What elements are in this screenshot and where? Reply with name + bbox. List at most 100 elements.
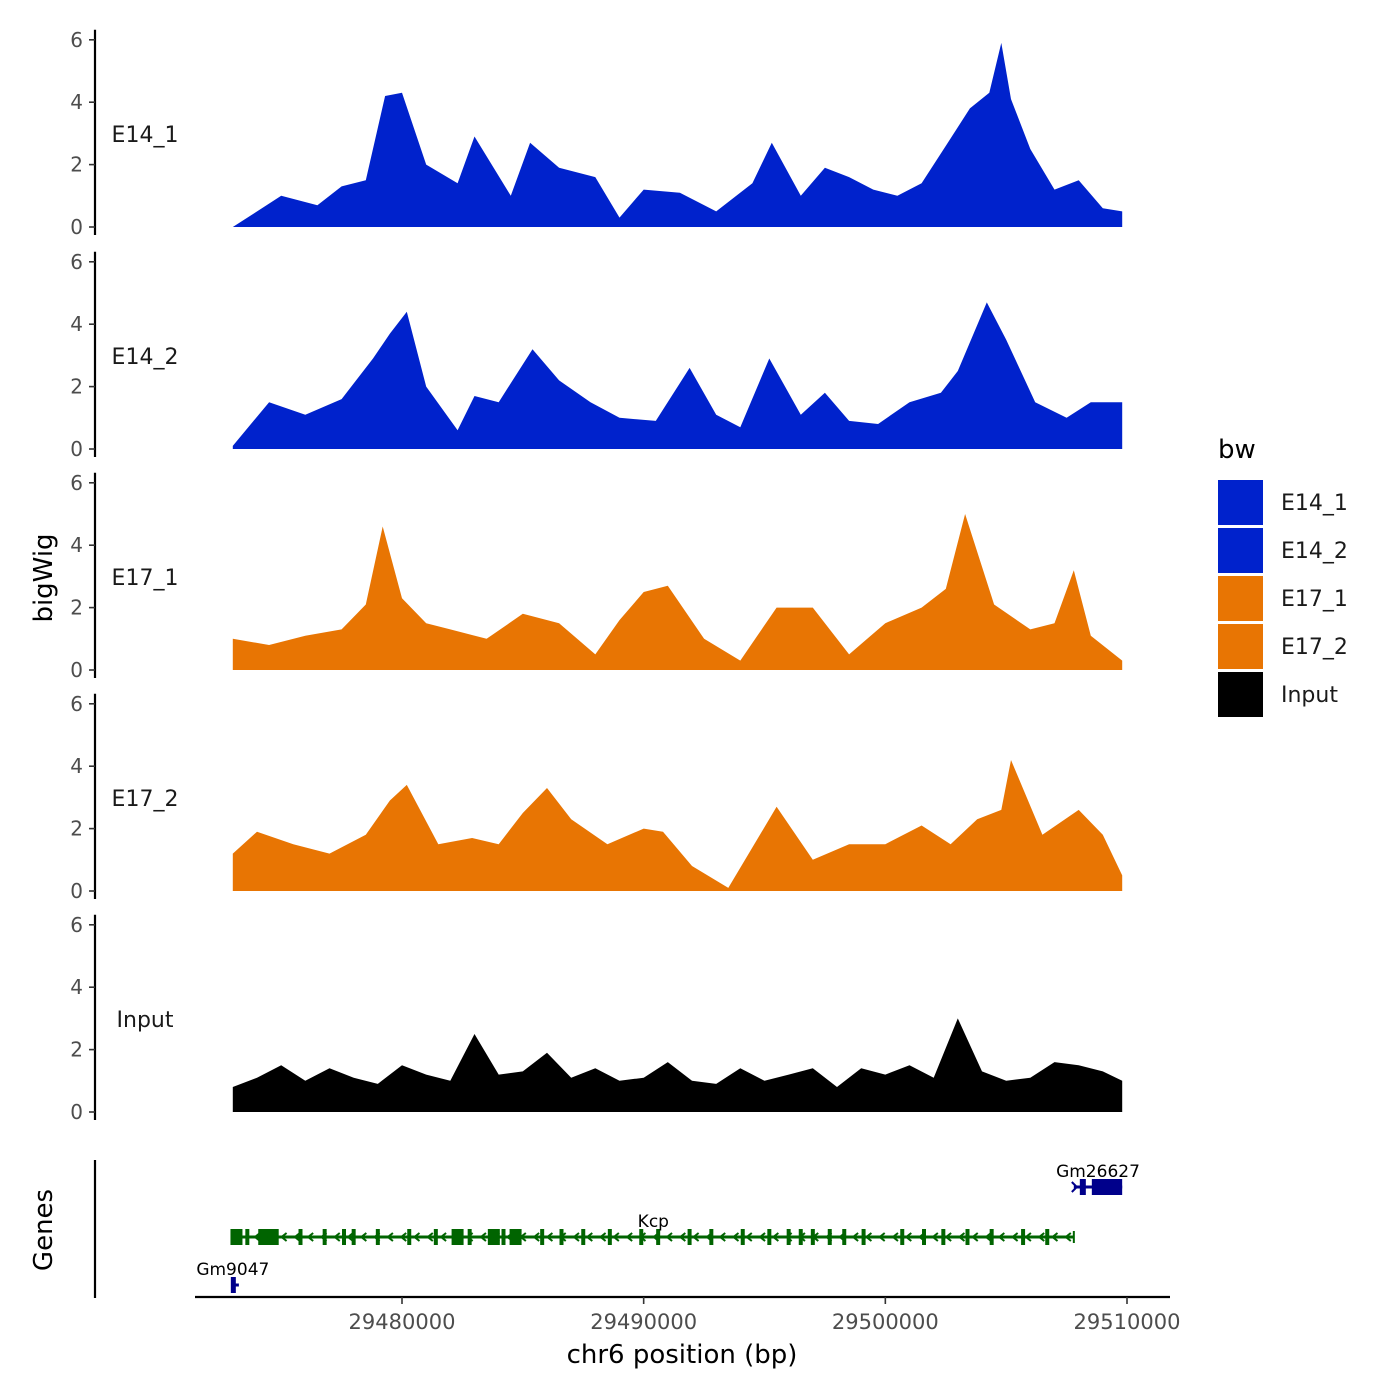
gene-Gm26627: Gm26627 — [1056, 1162, 1140, 1195]
strand-arrow — [745, 1232, 753, 1242]
strand-arrow — [838, 1232, 846, 1242]
legend-title: bw — [1218, 435, 1256, 465]
legend-label: E14_2 — [1281, 539, 1348, 564]
legend: bw E14_1 E14_2 E17_1 E17_2 Input — [1218, 435, 1348, 717]
exon — [687, 1229, 692, 1245]
coverage-area-E17_1 — [232, 514, 1123, 670]
exon — [1021, 1229, 1026, 1245]
gene-label: Gm9047 — [196, 1260, 269, 1280]
legend-label: Input — [1281, 683, 1338, 708]
y-tick-label: 0 — [70, 437, 83, 461]
strand-arrow — [785, 1232, 793, 1242]
exon — [656, 1229, 661, 1245]
strand-arrow — [638, 1232, 647, 1242]
exon — [375, 1229, 380, 1245]
strand-arrow — [851, 1232, 859, 1242]
strand-arrow — [253, 1232, 261, 1242]
strand-arrow — [878, 1232, 886, 1242]
y-axis-label: bigWig — [29, 533, 59, 622]
x-tick-label: 29480000 — [349, 1310, 456, 1334]
exon — [540, 1229, 545, 1245]
exon — [407, 1229, 412, 1245]
strand-arrow — [426, 1232, 434, 1242]
strand-arrow — [824, 1232, 833, 1242]
x-axis: 29480000 29490000 29500000 29510000 — [195, 1295, 1180, 1334]
strand-arrow — [997, 1232, 1005, 1242]
x-axis-label: chr6 position (bp) — [567, 1340, 798, 1370]
strand-arrow — [452, 1232, 460, 1242]
y-tick-label: 2 — [70, 375, 83, 399]
strand-arrow — [971, 1232, 979, 1242]
coverage-area-E14_2 — [232, 302, 1123, 449]
exon — [230, 1277, 236, 1293]
strand-arrow — [279, 1232, 288, 1242]
strand-arrow — [532, 1232, 540, 1242]
strand-arrow — [572, 1232, 580, 1242]
coverage-area-E14_1 — [232, 42, 1123, 228]
exon — [581, 1229, 586, 1245]
coverage-area-Input — [232, 1018, 1123, 1112]
strand-arrow — [373, 1232, 381, 1242]
strand-arrow — [957, 1232, 966, 1242]
strand-arrow — [505, 1232, 514, 1242]
y-tick-label: 2 — [70, 1038, 83, 1062]
legend-label: E14_1 — [1281, 491, 1348, 516]
exon — [607, 1229, 612, 1245]
track-E17_2: 0 2 4 6 E17_2 — [70, 692, 1123, 903]
strand-arrow — [1037, 1232, 1045, 1242]
exon — [989, 1229, 994, 1245]
gene-label: Kcp — [638, 1212, 669, 1232]
strand-arrow — [917, 1232, 926, 1242]
strand-arrow — [771, 1232, 779, 1242]
strand-arrow — [412, 1232, 421, 1242]
strand-arrow — [319, 1232, 328, 1242]
track-label: Input — [117, 1008, 174, 1033]
exon — [861, 1229, 866, 1245]
y-tick-label: 6 — [70, 250, 83, 274]
y-tick-label: 4 — [70, 533, 83, 557]
exon — [842, 1229, 847, 1245]
strand-arrow — [864, 1232, 873, 1242]
strand-arrow — [665, 1232, 673, 1242]
y-tick-label: 6 — [70, 913, 83, 937]
exon — [767, 1229, 772, 1245]
exon — [351, 1229, 356, 1245]
legend-label: E17_1 — [1281, 587, 1348, 612]
genes-panel: Gm26627 Kcp Gm9047 — [93, 1160, 1140, 1298]
strand-arrow — [1050, 1232, 1059, 1242]
strand-arrow — [492, 1232, 500, 1242]
strand-arrow — [931, 1232, 939, 1242]
strand-arrow — [811, 1232, 819, 1242]
y-tick-label: 4 — [70, 312, 83, 336]
track-E14_2: 0 2 4 6 E14_2 — [70, 250, 1123, 461]
x-tick-label: 29500000 — [832, 1310, 939, 1334]
exon — [467, 1229, 472, 1245]
y-tick-label: 4 — [70, 754, 83, 778]
strand-arrow — [346, 1232, 354, 1242]
strand-arrow — [612, 1232, 620, 1242]
genes-axis-label: Genes — [29, 1189, 59, 1271]
exon — [709, 1229, 714, 1245]
strand-arrow — [293, 1232, 301, 1242]
strand-arrow — [692, 1232, 700, 1242]
strand-arrow — [585, 1232, 593, 1242]
strand-arrow — [891, 1232, 899, 1242]
strand-arrow — [652, 1232, 660, 1242]
exon — [266, 1229, 279, 1245]
strand-arrow — [306, 1232, 314, 1242]
y-tick-label: 6 — [70, 692, 83, 716]
exon — [1045, 1229, 1050, 1245]
y-tick-label: 4 — [70, 975, 83, 999]
exon — [501, 1229, 506, 1245]
strand-arrow — [519, 1232, 527, 1242]
strand-arrow — [598, 1232, 607, 1242]
coverage-area-E17_2 — [232, 760, 1123, 891]
strand-arrow — [798, 1232, 806, 1242]
y-tick-label: 0 — [70, 215, 83, 239]
strand-arrow — [386, 1232, 394, 1242]
exon — [509, 1229, 522, 1245]
exon — [827, 1229, 832, 1245]
legend-label: E17_2 — [1281, 635, 1348, 660]
strand-arrow — [559, 1232, 567, 1242]
